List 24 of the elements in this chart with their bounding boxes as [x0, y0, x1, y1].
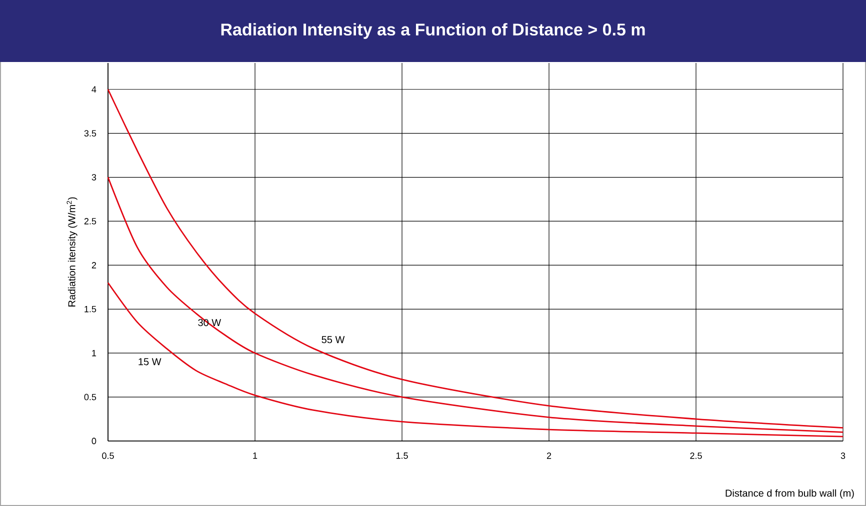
y-tick-label: 3.5 — [84, 130, 96, 137]
x-tick-label: 0.5 — [102, 452, 114, 459]
y-tick-label: 1 — [92, 350, 96, 356]
y-tick-label: 3 — [92, 174, 96, 180]
x-axis-title: Distance d from bulb wall (m) — [726, 489, 854, 499]
series-label: 55 W — [322, 336, 345, 344]
y-tick-label: 2.5 — [84, 218, 96, 224]
y-tick-label: 1.5 — [84, 306, 96, 312]
y-tick-label: 4 — [92, 86, 96, 92]
series-label: 15 W — [138, 358, 162, 366]
x-tick-label: 1 — [253, 452, 258, 459]
y-axis-title: Radiation itensity (W/m$^{2}$) — [66, 197, 78, 306]
x-tick-label: 2 — [546, 452, 552, 459]
chart-title: Radiation Intensity as a Function of Distance > 0.5 m — [221, 23, 645, 39]
x-tick-label: 3 — [840, 452, 846, 459]
x-tick-label: 2.5 — [690, 452, 702, 459]
y-tick-label: 0.5 — [84, 394, 96, 400]
line-series — [107, 282, 844, 438]
series-label: 30 W — [198, 319, 222, 326]
y-tick-label: 2 — [92, 262, 96, 268]
y-tick-label: 0 — [92, 438, 96, 444]
x-tick-label: 1.5 — [396, 452, 408, 459]
line-series — [107, 88, 844, 429]
line-series — [107, 176, 844, 433]
